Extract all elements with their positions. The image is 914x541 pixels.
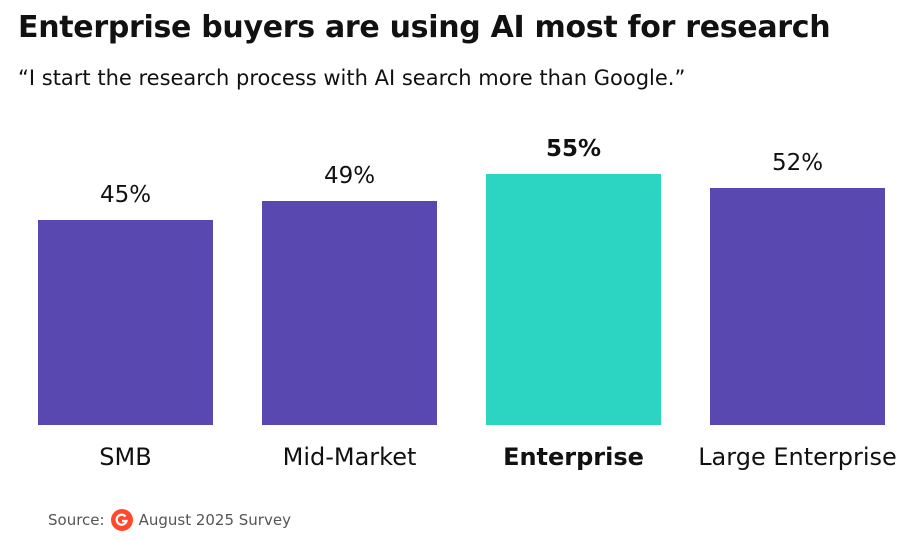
- bar: [38, 219, 213, 425]
- source: Source: August 2025 Survey: [48, 509, 291, 531]
- bar: [262, 201, 437, 425]
- category-label: Enterprise: [503, 443, 644, 471]
- value-label: 49%: [323, 163, 376, 190]
- category-label: SMB: [99, 443, 152, 471]
- value-label: 45%: [99, 181, 152, 208]
- value-label: 55%: [545, 136, 602, 162]
- bar: [486, 174, 661, 425]
- logo: [110, 509, 133, 531]
- bar: [710, 187, 885, 425]
- category-label: Large Enterprise: [698, 443, 897, 471]
- source-label: Source:: [48, 511, 105, 529]
- chart-title: Enterprise buyers are using AI most for …: [18, 10, 831, 45]
- category-label: Mid-Market: [282, 443, 417, 471]
- chart-subtitle: “I start the research process with AI se…: [18, 66, 686, 90]
- source-text: August 2025 Survey: [138, 511, 291, 529]
- value-label: 52%: [771, 149, 824, 176]
